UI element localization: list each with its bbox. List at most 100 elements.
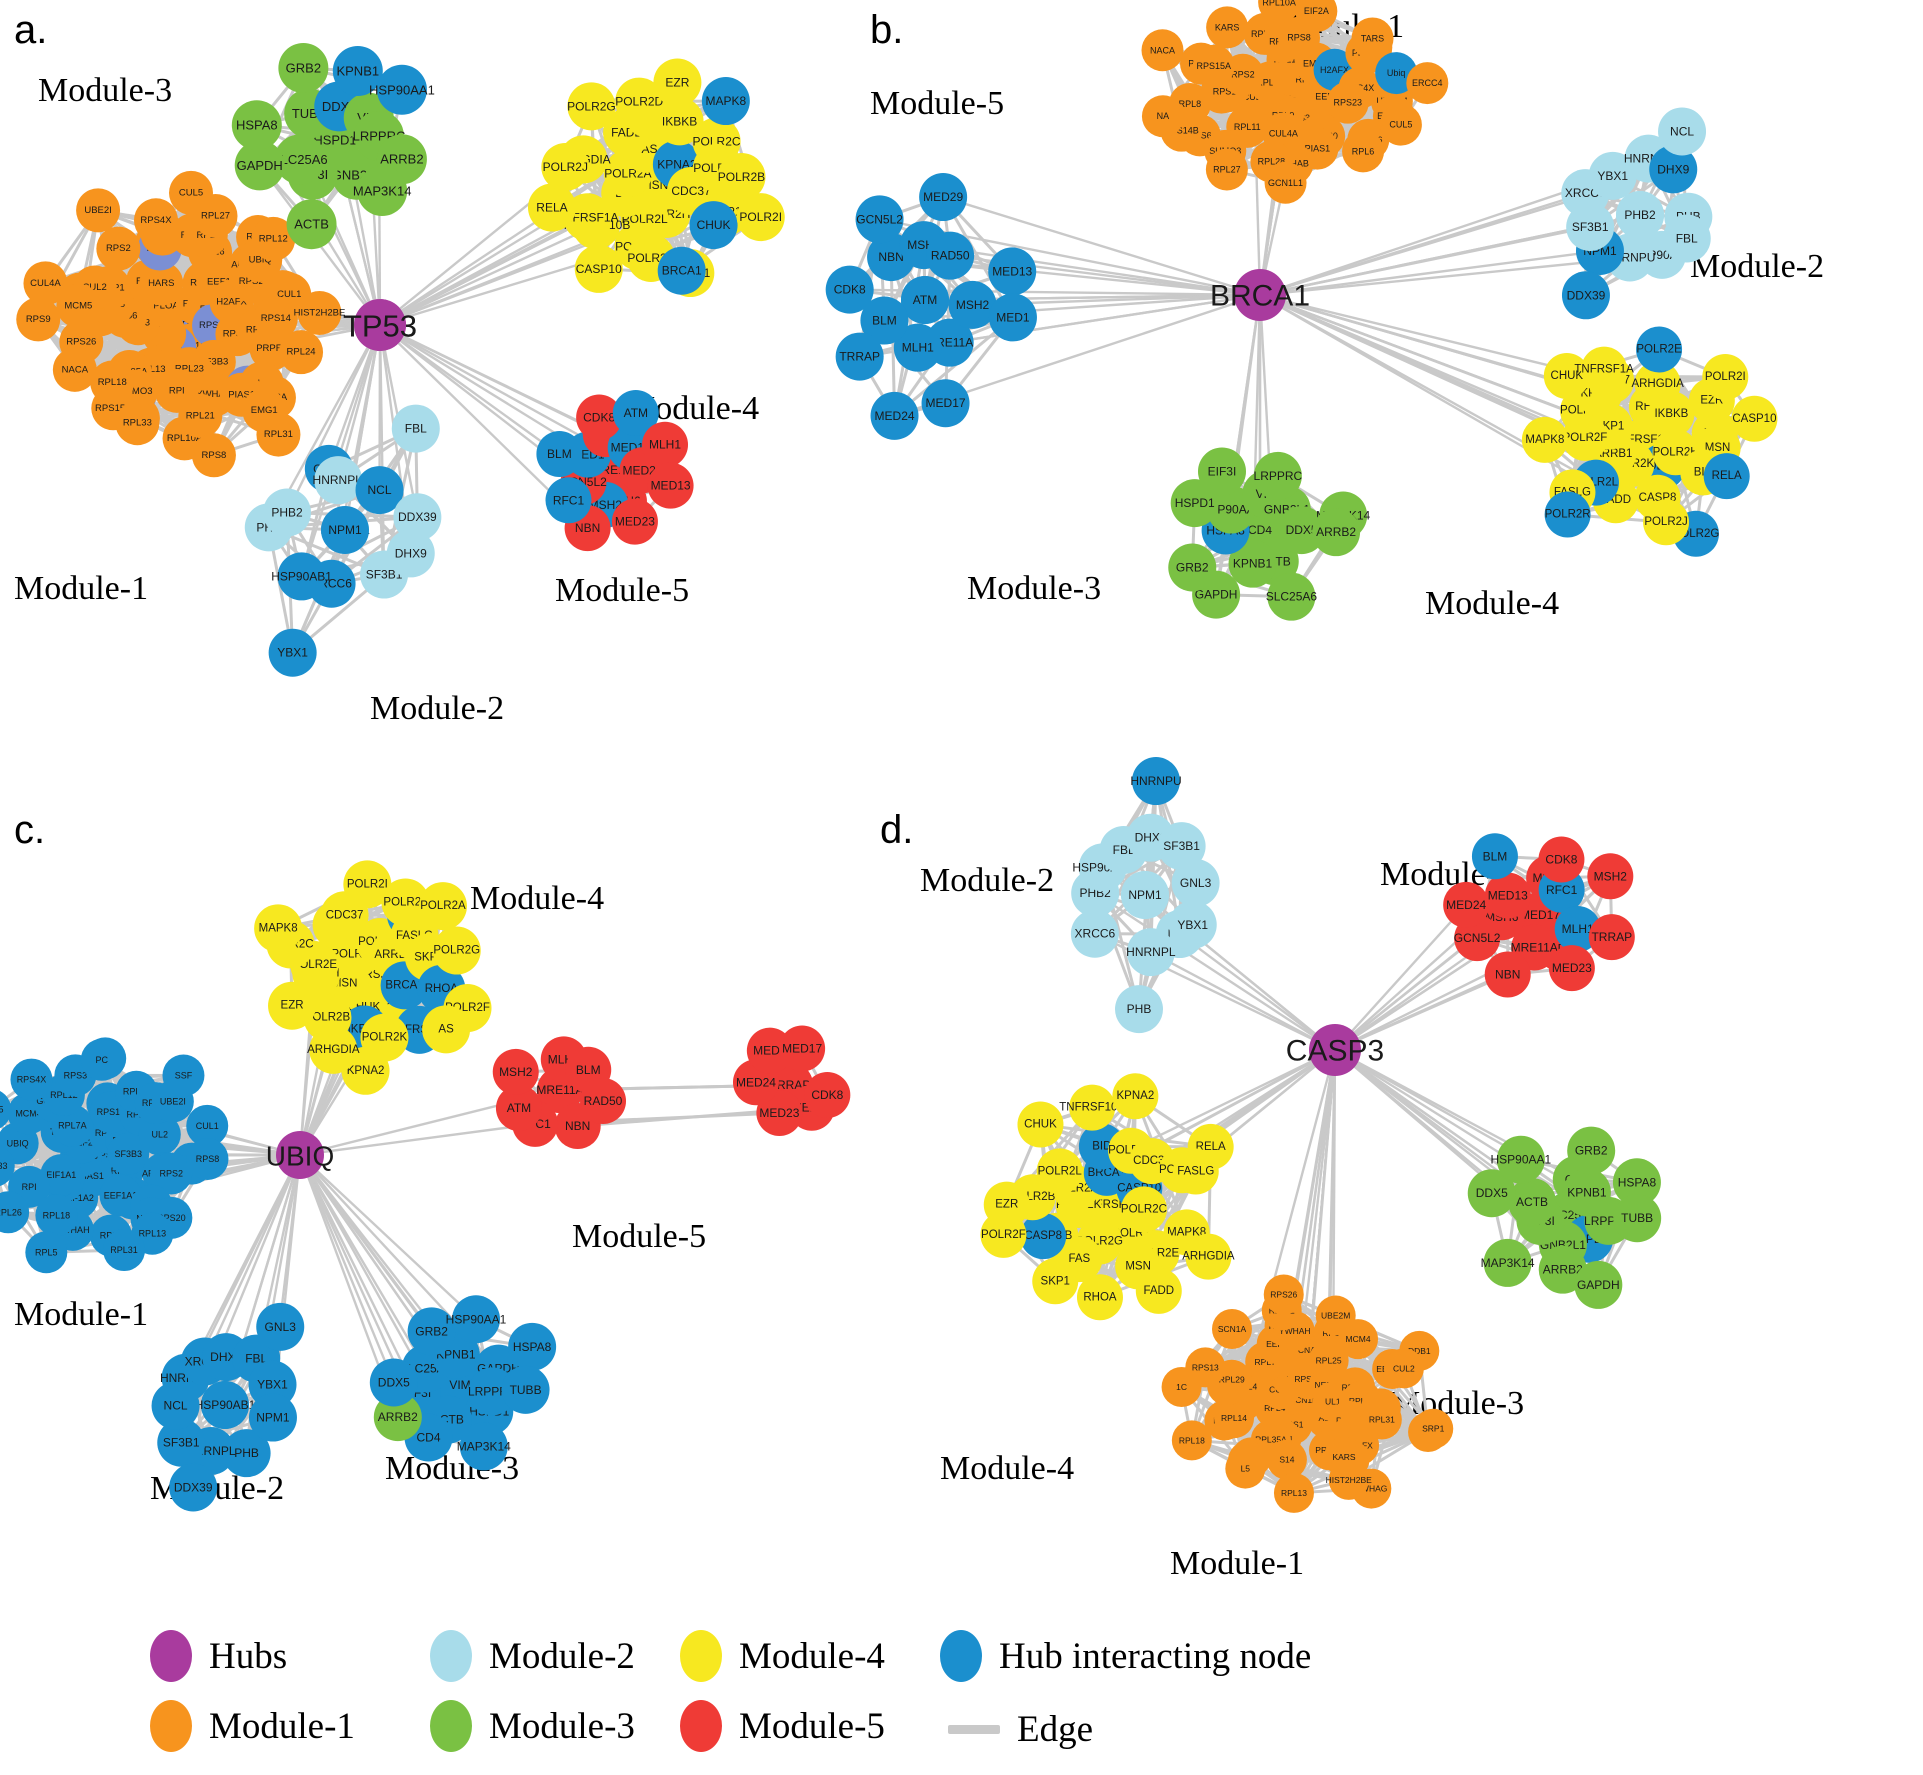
network-node[interactable]: SSF <box>162 1054 205 1097</box>
network-node[interactable]: SRP1 <box>1413 1408 1454 1449</box>
network-node[interactable]: MLH1 <box>642 421 689 468</box>
network-node[interactable]: CASP10 <box>574 244 623 293</box>
network-node[interactable]: GNL3 <box>256 1302 305 1351</box>
network-node[interactable]: HSPA8 <box>508 1322 557 1371</box>
network-node[interactable]: DDX39 <box>169 1463 218 1512</box>
network-node[interactable]: DDX5 <box>369 1358 418 1407</box>
network-node[interactable]: ERCC4 <box>1406 62 1449 105</box>
network-node[interactable]: YBX1 <box>268 628 317 677</box>
network-node[interactable]: POLR2C <box>1121 1186 1167 1233</box>
network-node[interactable]: EZR <box>653 58 702 107</box>
network-node[interactable]: MAPK8 <box>1521 416 1568 463</box>
network-node[interactable]: CUL4A <box>23 261 68 306</box>
network-node[interactable]: RPL27 <box>1205 148 1248 191</box>
network-node[interactable]: ATM <box>901 276 949 324</box>
network-node[interactable]: RPL24 <box>279 330 324 375</box>
network-node[interactable]: TARS <box>1351 17 1394 60</box>
network-node[interactable]: FADD <box>1135 1267 1182 1314</box>
network-node[interactable]: CUL5 <box>1379 103 1422 146</box>
network-node[interactable]: HSPA8 <box>231 100 282 151</box>
network-node[interactable]: KPNB1 <box>332 45 383 96</box>
network-node[interactable]: PHB <box>1115 985 1164 1034</box>
network-node[interactable]: MED13 <box>1484 872 1531 919</box>
network-node[interactable]: S14 <box>1266 1439 1307 1480</box>
network-node[interactable]: POLR2L <box>1036 1148 1083 1195</box>
network-node[interactable]: CUL2 <box>1383 1348 1424 1389</box>
network-node[interactable]: RPL31 <box>103 1229 146 1272</box>
network-node[interactable]: TUBB <box>501 1365 550 1414</box>
network-node[interactable]: GRB2 <box>1567 1126 1616 1175</box>
network-node[interactable]: MED23 <box>1548 945 1595 992</box>
network-node[interactable]: CDK8 <box>825 265 874 314</box>
network-node[interactable]: CDK8 <box>804 1071 851 1118</box>
network-node[interactable]: UBE2M <box>1315 1295 1356 1336</box>
network-node[interactable]: POLR2R <box>1545 491 1591 538</box>
network-node[interactable]: EIF3I <box>1197 447 1246 496</box>
network-node[interactable]: POLR2I <box>736 193 785 242</box>
network-node[interactable]: MSH2 <box>492 1048 539 1095</box>
network-node[interactable]: RFC1 <box>545 477 592 524</box>
network-node[interactable]: SCN1A <box>1211 1308 1252 1349</box>
network-node[interactable]: MED24 <box>1443 881 1490 928</box>
network-node[interactable]: MED29 <box>919 173 968 222</box>
network-node[interactable]: MED24 <box>870 391 919 440</box>
network-node[interactable]: CHUK <box>1017 1101 1064 1148</box>
network-node[interactable]: MED13 <box>647 462 694 509</box>
network-node[interactable]: RPS15A <box>1192 44 1235 87</box>
network-node[interactable]: MED13 <box>988 247 1037 296</box>
network-node[interactable]: TRRAP <box>1588 914 1635 961</box>
network-node[interactable]: MED17 <box>921 379 970 428</box>
network-node[interactable]: MAPK8 <box>254 904 303 953</box>
network-node[interactable]: RPL31 <box>256 412 301 457</box>
network-node[interactable]: DDX39 <box>1561 271 1610 320</box>
network-node[interactable]: BLM <box>1471 833 1518 880</box>
network-node[interactable]: RPL21 <box>178 393 223 438</box>
network-node[interactable]: FASLG <box>1172 1148 1219 1195</box>
network-node[interactable]: MED17 <box>779 1025 826 1072</box>
network-node[interactable]: FBL <box>391 404 440 453</box>
network-node[interactable]: NPM1 <box>321 506 369 554</box>
network-node[interactable]: PHB2 <box>263 488 312 537</box>
network-node[interactable]: RPS8 <box>191 433 236 478</box>
network-node[interactable]: GCN5L2 <box>855 195 904 244</box>
network-node[interactable]: YBX1 <box>1168 900 1217 949</box>
network-node[interactable]: RPL18 <box>1171 1420 1212 1461</box>
network-node[interactable]: UBE2I <box>76 188 121 233</box>
network-node[interactable]: KARS <box>1206 6 1249 49</box>
network-node[interactable]: RPL27 <box>193 193 238 238</box>
network-node[interactable]: EZR <box>268 981 317 1030</box>
network-node[interactable]: NCL <box>1658 107 1707 156</box>
network-node[interactable]: GAPDH <box>1574 1260 1623 1309</box>
network-node[interactable]: MAPK8 <box>701 77 750 126</box>
network-node[interactable]: NA <box>1141 95 1184 138</box>
network-node[interactable]: POLR2J <box>1643 499 1690 546</box>
network-node[interactable]: BLM <box>536 430 583 477</box>
network-node[interactable]: RPL5 <box>25 1231 68 1274</box>
network-node[interactable]: TRRAP <box>835 332 884 381</box>
network-node[interactable]: CASP8 <box>1020 1213 1067 1260</box>
network-node[interactable]: POLR2G <box>567 82 616 131</box>
network-node[interactable]: SKP1 <box>1032 1258 1079 1305</box>
network-node[interactable]: ACTB <box>286 199 337 250</box>
network-node[interactable]: MSH2 <box>1587 853 1634 900</box>
network-node[interactable]: DHX9 <box>386 529 435 578</box>
network-node[interactable]: NPM1 <box>248 1393 297 1442</box>
network-node[interactable]: RELA <box>1703 453 1750 500</box>
network-node[interactable]: GRB2 <box>407 1307 456 1356</box>
network-node[interactable]: GRB2 <box>278 43 329 94</box>
network-node[interactable]: FBL <box>1662 214 1711 263</box>
network-node[interactable]: MED1 <box>988 293 1037 342</box>
network-node[interactable]: PC <box>80 1038 123 1081</box>
network-node[interactable]: EZR <box>983 1181 1030 1228</box>
network-node[interactable]: POLR2A <box>418 882 467 931</box>
network-node[interactable]: POLR2E <box>1636 326 1682 373</box>
network-node[interactable]: RPL18 <box>35 1194 78 1237</box>
network-node[interactable]: NACA <box>52 347 97 392</box>
network-node[interactable]: POLR2J <box>541 143 590 192</box>
network-node[interactable]: GNL3 <box>1171 859 1220 908</box>
network-node[interactable]: RPS4X <box>133 198 178 243</box>
network-node[interactable]: RPS2 <box>96 226 141 271</box>
network-node[interactable]: ARRB2 <box>1312 508 1361 557</box>
network-node[interactable]: BRCA1 <box>657 246 706 295</box>
network-node[interactable]: GCN1L1 <box>1264 161 1307 204</box>
